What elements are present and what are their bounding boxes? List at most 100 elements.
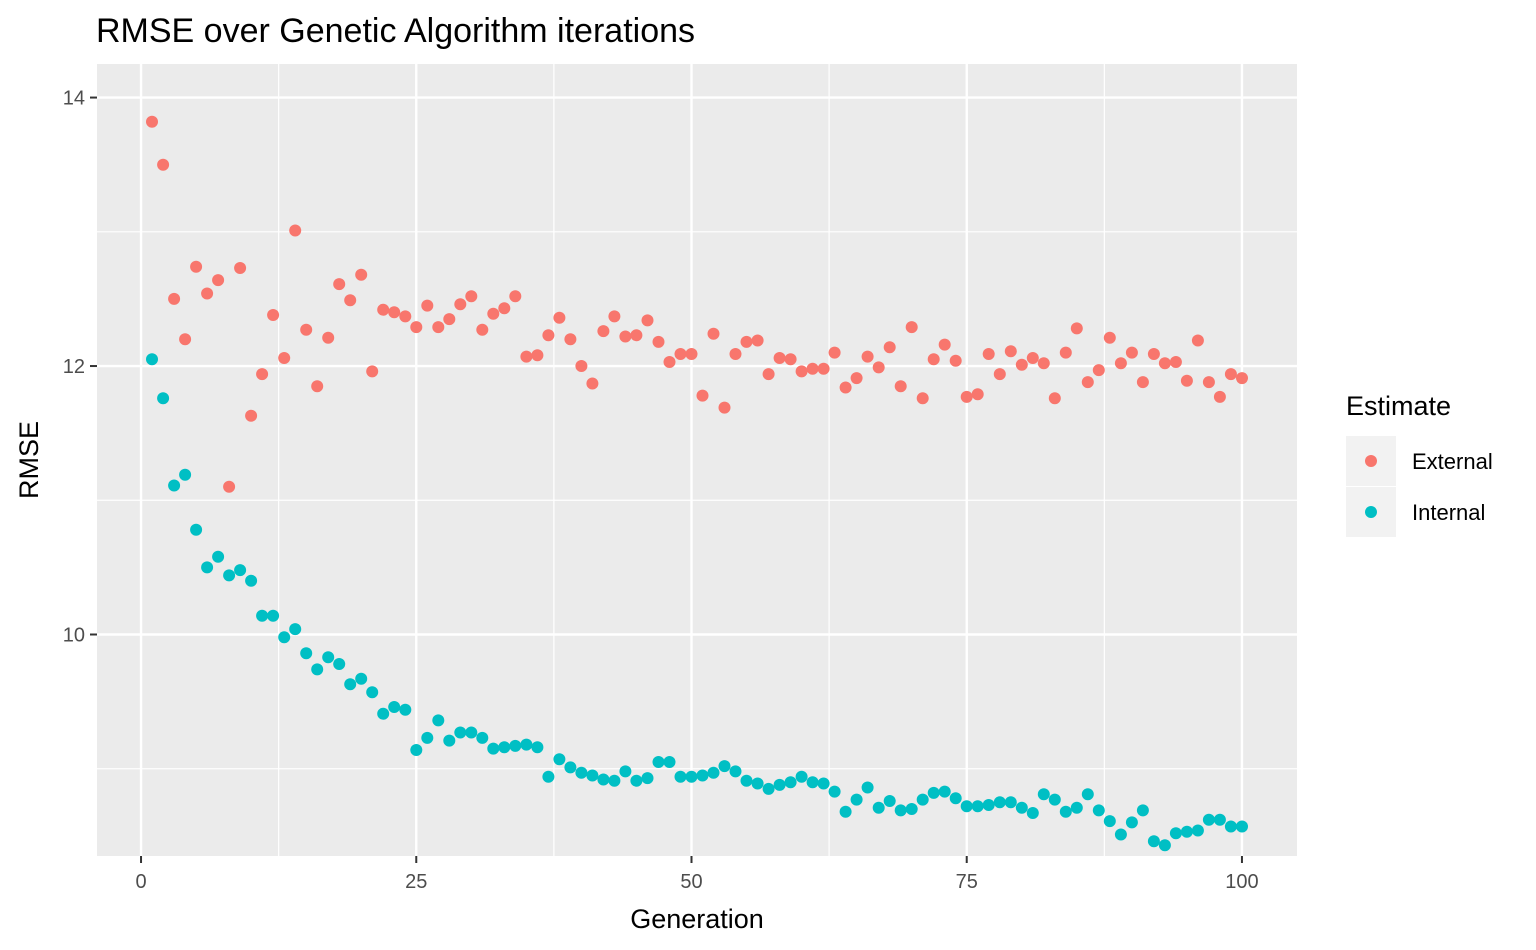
point-external xyxy=(1114,357,1127,370)
x-tick-label: 100 xyxy=(1225,871,1258,893)
point-internal xyxy=(399,703,412,716)
point-external xyxy=(322,331,335,344)
point-external xyxy=(421,299,434,312)
point-internal xyxy=(344,678,357,691)
point-internal xyxy=(465,726,478,739)
point-external xyxy=(894,380,907,393)
point-internal xyxy=(1191,824,1204,837)
point-internal xyxy=(1037,788,1050,801)
point-external xyxy=(234,262,247,274)
point-external xyxy=(476,323,489,336)
point-external xyxy=(509,290,522,303)
point-external xyxy=(949,354,962,367)
point-external xyxy=(1158,357,1171,370)
point-external xyxy=(619,330,632,343)
point-internal xyxy=(817,777,830,790)
point-internal xyxy=(762,782,775,795)
point-external xyxy=(157,158,170,171)
point-external xyxy=(1191,334,1204,347)
point-internal xyxy=(553,753,566,766)
point-internal xyxy=(608,774,621,787)
point-internal xyxy=(1092,804,1105,817)
point-internal xyxy=(1048,793,1061,806)
point-external xyxy=(300,323,313,336)
point-internal xyxy=(179,468,192,481)
point-external xyxy=(1169,356,1182,368)
point-internal xyxy=(674,770,687,783)
point-external xyxy=(223,480,236,493)
point-external xyxy=(344,294,357,307)
legend-title: Estimate xyxy=(1346,391,1451,421)
point-internal xyxy=(718,760,731,773)
point-external xyxy=(586,377,599,390)
x-axis: 0 25 50 75 100 xyxy=(135,856,1259,893)
point-external xyxy=(773,352,786,364)
point-internal xyxy=(652,756,665,768)
point-external xyxy=(498,302,511,315)
point-internal xyxy=(366,686,379,699)
point-internal xyxy=(1125,816,1138,829)
point-external xyxy=(762,368,775,381)
point-external xyxy=(608,310,621,323)
point-internal xyxy=(1180,825,1193,838)
point-internal xyxy=(575,766,588,779)
point-external xyxy=(564,333,577,346)
point-external xyxy=(806,362,819,375)
point-internal xyxy=(168,479,181,492)
point-internal xyxy=(520,738,533,751)
point-external xyxy=(487,307,500,320)
point-internal xyxy=(630,774,643,787)
point-external xyxy=(1103,331,1116,344)
point-external xyxy=(355,268,368,281)
point-internal xyxy=(542,770,555,783)
point-internal xyxy=(278,631,291,644)
legend-swatch-external xyxy=(1365,455,1377,467)
point-internal xyxy=(311,663,324,676)
point-internal xyxy=(1103,815,1116,828)
point-internal xyxy=(377,707,390,720)
point-external xyxy=(1213,390,1226,403)
point-internal xyxy=(927,786,940,799)
point-external xyxy=(520,350,533,363)
x-tick-label: 50 xyxy=(680,871,702,893)
legend-swatch-internal xyxy=(1365,506,1377,518)
point-external xyxy=(1092,364,1105,377)
point-internal xyxy=(894,804,907,817)
point-external xyxy=(982,348,995,360)
point-external xyxy=(1004,345,1017,358)
point-external xyxy=(696,389,709,402)
point-internal xyxy=(729,765,742,778)
point-external xyxy=(1125,346,1138,359)
point-external xyxy=(454,298,467,311)
x-tick-label: 0 xyxy=(135,871,146,893)
point-external xyxy=(432,321,445,334)
point-internal xyxy=(388,701,401,713)
point-internal xyxy=(619,765,632,778)
point-internal xyxy=(322,651,335,664)
point-internal xyxy=(333,658,346,670)
point-external xyxy=(399,310,412,323)
point-internal xyxy=(960,800,973,813)
point-external xyxy=(278,352,291,364)
y-tick-label: 12 xyxy=(63,356,85,378)
point-internal xyxy=(828,785,841,798)
point-external xyxy=(751,334,764,347)
point-external xyxy=(1059,346,1072,359)
point-external xyxy=(311,380,324,393)
point-external xyxy=(542,329,555,342)
point-internal xyxy=(267,609,280,622)
point-external xyxy=(333,278,346,291)
point-external xyxy=(267,309,280,321)
point-external xyxy=(685,348,698,360)
point-internal xyxy=(861,781,874,794)
point-internal xyxy=(641,772,654,785)
point-external xyxy=(872,361,885,374)
point-external xyxy=(179,333,192,346)
point-external xyxy=(1026,352,1039,364)
point-external xyxy=(366,365,379,378)
point-external xyxy=(718,401,731,414)
point-external xyxy=(410,321,423,334)
point-external xyxy=(960,390,973,403)
point-external xyxy=(245,409,258,422)
plot-panel xyxy=(97,64,1297,856)
